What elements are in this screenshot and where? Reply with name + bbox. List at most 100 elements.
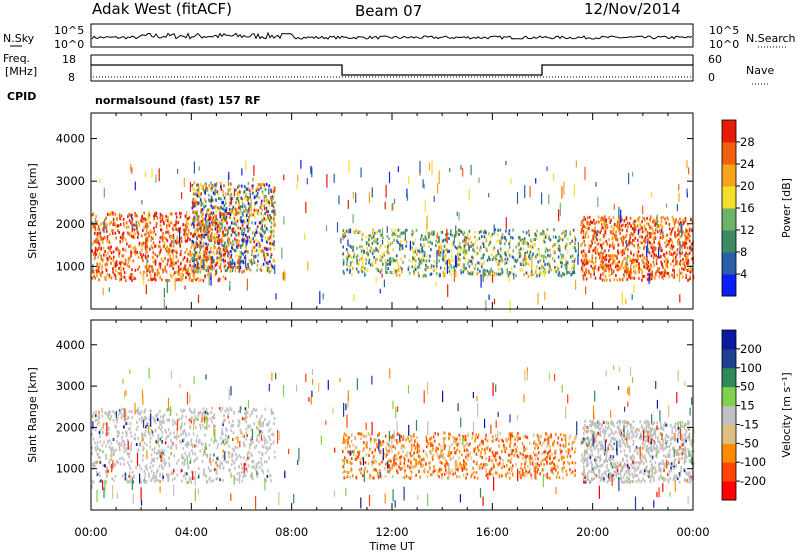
scatter-point [92, 277, 94, 280]
scatter-point [216, 252, 218, 255]
scatter-point [500, 250, 502, 253]
scatter-point [235, 478, 237, 481]
scatter-point [256, 269, 258, 272]
scatter-point [521, 463, 523, 466]
scatter-point [129, 427, 131, 430]
scatter-point [151, 470, 153, 473]
scatter-point [536, 275, 538, 278]
speckle-mark [132, 224, 133, 229]
scatter-point [604, 279, 606, 282]
scatter-point [209, 224, 211, 227]
scatter-point [452, 269, 454, 272]
scatter-point [249, 268, 251, 271]
scatter-point [496, 260, 498, 263]
scatter-point [244, 210, 246, 213]
scatter-point [96, 275, 98, 278]
scatter-point [539, 252, 541, 255]
scatter-point [429, 259, 431, 262]
scatter-point [202, 235, 204, 238]
scatter-point [626, 268, 628, 271]
scatter-point [224, 227, 226, 230]
scatter-point [433, 269, 435, 272]
scatter-point [616, 264, 618, 267]
scatter-point [653, 241, 655, 244]
scatter-point [479, 270, 481, 273]
scatter-point [192, 203, 194, 206]
scatter-point [227, 413, 229, 416]
scatter-point [129, 257, 131, 260]
scatter-point [219, 239, 221, 242]
scatter-point [101, 264, 103, 267]
speckle-mark [471, 165, 472, 175]
speckle-mark [245, 161, 246, 170]
scatter-point [677, 240, 679, 243]
scatter-point [256, 194, 258, 197]
scatter-point [126, 432, 128, 435]
speckle-mark [297, 184, 298, 189]
scatter-point [547, 228, 549, 231]
scatter-point [122, 254, 124, 257]
scatter-point [171, 471, 173, 474]
speckle-mark [326, 225, 327, 231]
scatter-point [192, 222, 194, 225]
scatter-point [203, 469, 205, 472]
scatter-point [261, 212, 263, 215]
scatter-point [427, 255, 429, 258]
scatter-point [608, 270, 610, 273]
scatter-point [205, 452, 207, 455]
scatter-point [118, 443, 120, 446]
scatter-point [649, 225, 651, 228]
scatter-point [113, 479, 115, 482]
scatter-point [192, 198, 194, 201]
scatter-point [179, 273, 181, 276]
scatter-point [574, 260, 576, 263]
speckle-mark [647, 241, 648, 253]
scatter-point [215, 269, 217, 272]
scatter-point [232, 269, 234, 272]
scatter-point [273, 440, 275, 443]
scatter-point [173, 470, 175, 473]
speckle-mark [211, 275, 212, 286]
colorbar-tick-label: 24 [740, 157, 755, 171]
scatter-point [638, 218, 640, 221]
scatter-point [138, 437, 140, 440]
scatter-point [96, 471, 98, 474]
speckle-mark [283, 216, 284, 224]
scatter-point [143, 212, 145, 215]
speckle-mark [553, 173, 554, 181]
scatter-point [99, 431, 101, 434]
scatter-point [441, 244, 443, 247]
speckle-mark [159, 168, 160, 181]
scatter-point [266, 227, 268, 230]
speckle-mark [300, 160, 301, 169]
scatter-point [274, 451, 276, 454]
speckle-mark [348, 200, 349, 209]
scatter-point [160, 220, 162, 223]
speckle-mark [229, 195, 230, 200]
scatter-point [231, 197, 233, 200]
scatter-point [181, 279, 183, 282]
scatter-point [246, 431, 248, 434]
scatter-point [488, 243, 490, 246]
scatter-point [243, 442, 245, 445]
scatter-point [668, 240, 670, 243]
scatter-point [198, 279, 200, 282]
scatter-point [176, 271, 178, 274]
scatter-point [126, 226, 128, 229]
speckle-mark [283, 272, 284, 279]
scatter-point [148, 473, 150, 476]
scatter-point [254, 422, 256, 425]
scatter-point [168, 279, 170, 282]
speckle-mark [387, 226, 388, 233]
scatter-point [654, 232, 656, 235]
scatter-point [264, 207, 266, 210]
scatter-point [171, 443, 173, 446]
scatter-point [94, 461, 96, 464]
scatter-point [261, 202, 263, 205]
speckle-mark [251, 199, 252, 213]
scatter-point [533, 451, 535, 454]
scatter-point [471, 457, 473, 460]
scatter-point [667, 218, 669, 221]
scatter-point [609, 274, 611, 277]
scatter-point [395, 272, 397, 275]
